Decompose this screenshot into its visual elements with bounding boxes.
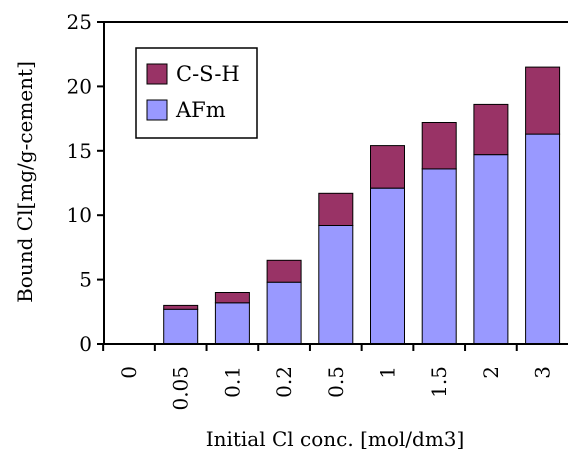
legend-swatch-afm — [146, 99, 168, 121]
bar-afm-0_2 — [266, 281, 302, 345]
x-tick-label: 0 — [117, 366, 141, 379]
bar-group — [163, 66, 561, 345]
y-tick-label: 25 — [67, 10, 92, 34]
x-tick-label: 0.1 — [220, 366, 244, 398]
bar-c-s-h-1 — [370, 145, 405, 189]
legend: C-S-H AFm — [135, 47, 258, 139]
bar-afm-0_5 — [318, 225, 354, 345]
bar-c-s-h-0_1 — [214, 292, 250, 304]
legend-label: AFm — [175, 98, 226, 122]
y-axis-title: Bound Cl[mg/g-cement] — [13, 61, 37, 303]
y-tick-label: 10 — [67, 203, 92, 227]
bar-afm-1 — [370, 187, 405, 345]
bar-afm-0_05 — [163, 308, 199, 345]
legend-box — [135, 47, 258, 139]
bar-c-s-h-0_05 — [163, 304, 199, 310]
bar-afm-3 — [525, 133, 561, 345]
x-tick-label: 1 — [376, 366, 400, 379]
y-tick-label: 15 — [67, 139, 92, 163]
bar-c-s-h-0_2 — [266, 259, 302, 283]
x-tick-label: 0.5 — [324, 366, 348, 398]
y-tick-label: 0 — [79, 332, 92, 356]
bar-afm-2 — [473, 154, 509, 345]
y-tick-label: 5 — [79, 268, 92, 292]
x-tick-label: 0.2 — [272, 366, 296, 398]
x-tick-label: 1.5 — [427, 366, 451, 398]
legend-swatch-c-s-h — [146, 63, 168, 85]
bar-c-s-h-1_5 — [421, 122, 457, 170]
x-tick-label: 0.05 — [169, 366, 193, 411]
bar-c-s-h-3 — [525, 66, 561, 135]
axes: 0 5 10 15 20 25 0 0.05 0.1 0.2 0.5 1 1.5 2 3 — [67, 10, 568, 411]
bar-c-s-h-2 — [473, 103, 509, 156]
legend-label: C-S-H — [176, 62, 240, 86]
bar-c-s-h-0_5 — [318, 192, 354, 227]
bar-afm-1_5 — [421, 168, 457, 345]
x-tick-label: 3 — [531, 366, 555, 379]
x-tick-label: 2 — [479, 366, 503, 379]
x-axis-title: Initial Cl conc. [mol/dm3] — [206, 427, 465, 451]
bar-afm-0_1 — [214, 302, 250, 345]
y-tick-label: 20 — [67, 74, 92, 98]
